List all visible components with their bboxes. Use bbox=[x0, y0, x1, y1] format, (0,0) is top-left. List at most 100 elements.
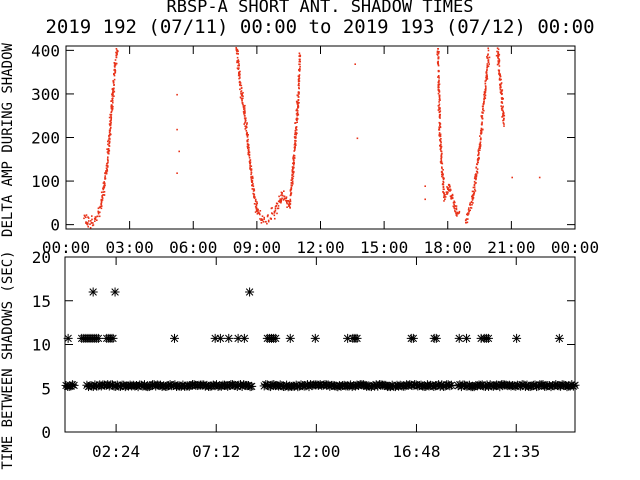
data-point bbox=[261, 219, 264, 221]
data-point bbox=[291, 180, 294, 182]
data-point bbox=[281, 193, 283, 195]
data-point bbox=[500, 83, 502, 85]
data-point bbox=[443, 177, 445, 180]
data-point bbox=[114, 71, 117, 74]
data-point bbox=[511, 176, 513, 179]
data-point bbox=[274, 208, 277, 210]
data-point bbox=[251, 181, 254, 183]
data-point bbox=[92, 222, 94, 224]
data-point bbox=[292, 162, 294, 165]
data-point bbox=[437, 56, 440, 58]
data-point bbox=[298, 80, 301, 82]
asterisk-marker bbox=[88, 287, 98, 297]
data-point bbox=[240, 87, 243, 89]
data-point bbox=[106, 165, 109, 167]
data-point bbox=[246, 139, 248, 142]
data-point bbox=[293, 166, 295, 169]
data-point bbox=[475, 175, 478, 177]
data-point bbox=[295, 140, 297, 142]
data-point bbox=[448, 188, 450, 191]
x-tick-label: 15:00 bbox=[360, 238, 408, 257]
data-point bbox=[250, 169, 252, 171]
data-point bbox=[477, 152, 480, 155]
data-point bbox=[243, 111, 245, 113]
data-point bbox=[436, 51, 439, 53]
data-point bbox=[473, 193, 475, 195]
data-point bbox=[472, 202, 474, 204]
data-point bbox=[248, 151, 251, 154]
data-point bbox=[437, 48, 439, 50]
chart-subtitle: 2019 192 (07/11) 00:00 to 2019 193 (07/1… bbox=[45, 16, 594, 38]
data-point bbox=[112, 93, 114, 95]
data-point bbox=[500, 78, 502, 81]
data-point bbox=[438, 96, 441, 99]
data-point bbox=[500, 97, 503, 99]
data-point bbox=[281, 194, 284, 197]
data-point bbox=[246, 122, 248, 124]
data-point bbox=[472, 186, 475, 189]
data-point bbox=[446, 193, 449, 195]
data-point bbox=[294, 140, 296, 142]
data-point bbox=[255, 209, 258, 211]
x-tick-label: 16:48 bbox=[392, 442, 440, 461]
y-tick-label: 200 bbox=[31, 129, 60, 148]
data-point bbox=[438, 101, 440, 103]
data-point bbox=[298, 52, 301, 55]
data-point bbox=[248, 147, 250, 149]
y-tick-label: 300 bbox=[31, 85, 60, 104]
x-tick-label: 12:00 bbox=[292, 442, 340, 461]
data-point bbox=[295, 113, 298, 115]
data-point bbox=[244, 104, 246, 107]
top-y-axis: 0 100 200 300 400 bbox=[31, 41, 575, 235]
data-point bbox=[271, 213, 274, 215]
data-point bbox=[248, 155, 250, 157]
data-point bbox=[476, 172, 479, 174]
data-point bbox=[498, 77, 501, 80]
data-point bbox=[295, 144, 297, 146]
data-point bbox=[282, 199, 285, 201]
data-point bbox=[479, 147, 481, 149]
data-point bbox=[247, 134, 249, 136]
data-point bbox=[297, 96, 300, 98]
data-point bbox=[283, 190, 285, 192]
data-point bbox=[495, 54, 498, 57]
data-point bbox=[246, 126, 248, 129]
data-point bbox=[443, 192, 445, 194]
data-point bbox=[292, 168, 294, 170]
data-point bbox=[244, 128, 247, 130]
data-point bbox=[247, 138, 249, 141]
top-y-axis-label: DELTA AMP DURING SHADOW bbox=[0, 43, 16, 237]
data-point bbox=[113, 62, 116, 64]
asterisk-marker bbox=[570, 380, 580, 390]
data-point bbox=[438, 114, 441, 117]
data-point bbox=[114, 59, 117, 61]
data-point bbox=[501, 98, 503, 100]
data-point bbox=[486, 54, 489, 57]
x-tick-label: 07:12 bbox=[192, 442, 240, 461]
data-point bbox=[469, 209, 471, 212]
data-point bbox=[438, 83, 441, 85]
data-point bbox=[452, 205, 455, 208]
data-point bbox=[108, 144, 110, 147]
data-point bbox=[298, 63, 300, 66]
data-point bbox=[297, 75, 300, 77]
data-point bbox=[442, 178, 445, 181]
data-point bbox=[89, 223, 91, 225]
data-point bbox=[250, 176, 252, 178]
data-point bbox=[97, 211, 100, 214]
asterisk-marker bbox=[93, 333, 103, 343]
data-point bbox=[112, 88, 115, 91]
data-point bbox=[255, 210, 258, 212]
data-point bbox=[482, 103, 485, 106]
data-point bbox=[240, 97, 243, 100]
data-point bbox=[98, 215, 101, 218]
data-point bbox=[454, 210, 456, 212]
data-point bbox=[283, 195, 286, 198]
data-point bbox=[501, 109, 504, 111]
data-point bbox=[292, 158, 295, 161]
data-point bbox=[444, 194, 446, 196]
data-point bbox=[102, 188, 105, 191]
data-point bbox=[273, 212, 276, 214]
data-point bbox=[251, 179, 254, 182]
data-point bbox=[298, 93, 300, 95]
